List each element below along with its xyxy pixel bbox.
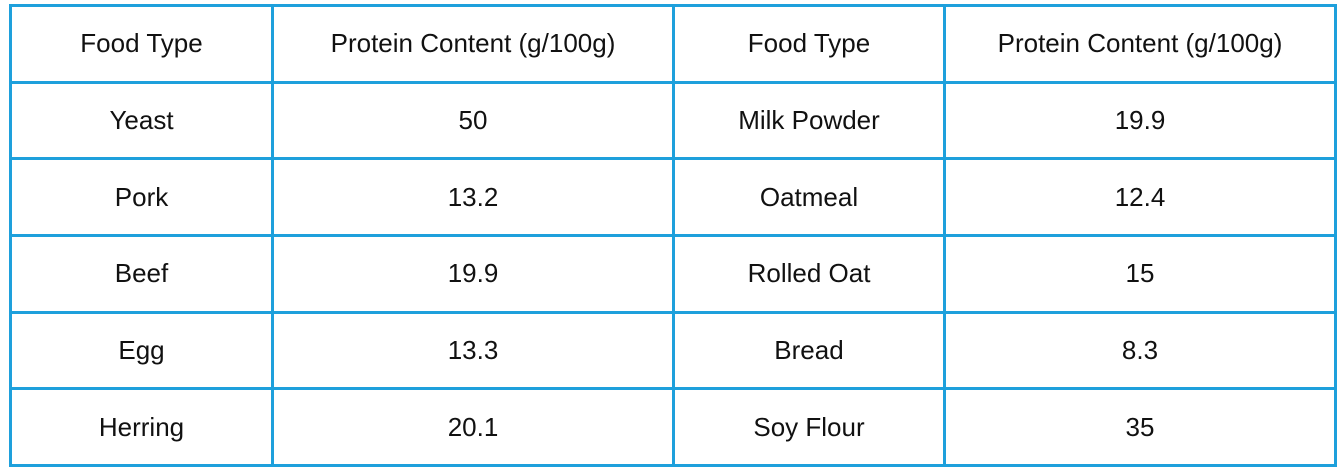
header-cell: Protein Content (g/100g) <box>271 4 675 84</box>
cell: 15 <box>943 233 1337 314</box>
cell: 13.2 <box>271 157 675 237</box>
header-cell: Food Type <box>672 4 946 84</box>
data-row: Yeast 50 Milk Powder 19.9 <box>9 80 1337 161</box>
cell: Bread <box>672 310 946 391</box>
cell: Soy Flour <box>672 387 946 467</box>
protein-table: Food Type Protein Content (g/100g) Food Ty… <box>9 4 1337 467</box>
cell: 19.9 <box>271 233 675 314</box>
cell: Rolled Oat <box>672 233 946 314</box>
header-cell: Protein Content (g/100g) <box>943 4 1337 84</box>
cell: Egg <box>9 310 274 391</box>
table-body: Food Type Protein Content (g/100g) Food Ty… <box>9 4 1337 467</box>
header-cell: Food Type <box>9 4 274 84</box>
cell: Yeast <box>9 80 274 161</box>
data-row: Egg 13.3 Bread 8.3 <box>9 310 1337 391</box>
cell: 19.9 <box>943 80 1337 161</box>
cell: 35 <box>943 387 1337 467</box>
cell: Milk Powder <box>672 80 946 161</box>
cell: 50 <box>271 80 675 161</box>
data-row: Herring 20.1 Soy Flour 35 <box>9 387 1337 467</box>
cell: 8.3 <box>943 310 1337 391</box>
cell: 13.3 <box>271 310 675 391</box>
cell: Beef <box>9 233 274 314</box>
cell: 20.1 <box>271 387 675 467</box>
cell: Herring <box>9 387 274 467</box>
cell: Pork <box>9 157 274 237</box>
data-row: Beef 19.9 Rolled Oat 15 <box>9 233 1337 314</box>
data-row: Pork 13.2 Oatmeal 12.4 <box>9 157 1337 237</box>
cell: Oatmeal <box>672 157 946 237</box>
header-row: Food Type Protein Content (g/100g) Food Ty… <box>9 4 1337 84</box>
cell: 12.4 <box>943 157 1337 237</box>
